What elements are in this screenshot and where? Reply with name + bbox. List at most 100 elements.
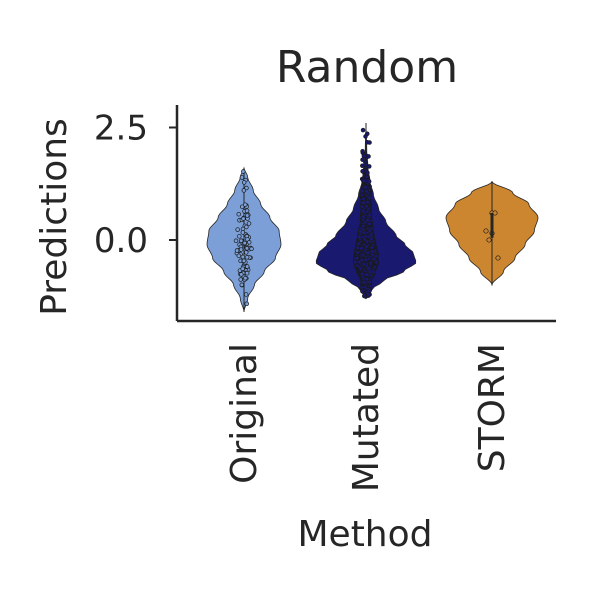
data-point: [352, 259, 358, 265]
data-point: [245, 213, 250, 218]
data-point: [483, 228, 489, 234]
data-point: [365, 131, 370, 137]
data-point: [354, 255, 360, 261]
data-point: [364, 244, 369, 249]
data-point: [241, 180, 247, 185]
data-point: [359, 271, 365, 277]
data-point: [243, 292, 249, 297]
data-point: [359, 257, 365, 263]
data-point: [238, 247, 244, 252]
data-point: [367, 288, 372, 293]
data-point: [244, 301, 250, 307]
y-ticks: 0.0 2.5: [94, 109, 177, 261]
data-point: [240, 230, 246, 235]
data-point: [358, 266, 363, 271]
x-tick-label: Mutated: [346, 343, 387, 492]
data-point: [360, 127, 366, 133]
data-point: [372, 264, 377, 270]
data-point: [243, 250, 249, 255]
data-point: [367, 228, 372, 233]
data-point: [244, 208, 250, 213]
data-point: [359, 246, 364, 251]
data-point: [363, 185, 368, 190]
data-point: [234, 248, 240, 253]
data-point: [240, 254, 246, 260]
data-point: [239, 175, 245, 180]
data-point: [365, 170, 370, 176]
data-point: [241, 169, 246, 174]
data-point: [359, 204, 365, 210]
data-point: [233, 238, 239, 244]
data-point: [364, 174, 370, 180]
data-point: [240, 266, 245, 271]
data-point: [244, 270, 250, 276]
y-tick-label: 0.0: [94, 221, 148, 261]
data-point: [238, 238, 244, 244]
chart-title: Random: [276, 42, 458, 93]
data-point: [371, 256, 377, 262]
data-point: [368, 261, 373, 266]
data-point: [360, 188, 365, 194]
data-point: [246, 240, 252, 245]
data-point: [239, 282, 245, 288]
data-point: [235, 227, 240, 232]
x-tick-label: Original: [224, 343, 265, 484]
violin-group: [206, 122, 539, 313]
data-point: [244, 246, 250, 251]
data-point: [242, 240, 247, 246]
data-point: [364, 272, 370, 277]
data-point: [364, 276, 370, 282]
data-point: [361, 178, 366, 183]
data-point: [249, 246, 254, 252]
data-point: [360, 289, 365, 294]
data-point: [241, 216, 246, 221]
axes: [175, 105, 556, 323]
data-point: [361, 214, 366, 219]
data-point: [362, 293, 367, 299]
data-point: [365, 292, 371, 297]
data-point: [370, 249, 375, 254]
data-point: [367, 195, 373, 201]
data-point: [237, 234, 242, 239]
x-tick-label: STORM: [472, 343, 513, 472]
data-point: [365, 217, 370, 223]
data-point: [374, 260, 379, 265]
data-point: [236, 211, 242, 217]
violin-storm: [445, 180, 539, 287]
data-point: [244, 255, 250, 260]
data-point: [355, 250, 360, 255]
x-axis-label: Method: [297, 514, 432, 555]
data-point: [495, 255, 501, 261]
data-point: [360, 148, 365, 154]
data-point: [236, 253, 242, 259]
data-point: [365, 199, 370, 205]
data-point: [360, 227, 366, 232]
data-point: [365, 250, 371, 255]
data-point: [243, 275, 248, 281]
data-point: [365, 266, 371, 271]
data-point: [246, 221, 252, 226]
data-point: [361, 196, 366, 202]
data-point: [368, 233, 374, 238]
data-point: [360, 157, 365, 162]
x-ticks: Original Mutated STORM: [224, 343, 513, 492]
data-point: [361, 208, 366, 214]
data-point: [366, 179, 372, 184]
data-point: [367, 212, 373, 218]
data-point: [367, 221, 372, 227]
data-point: [361, 279, 367, 285]
data-point: [366, 154, 371, 159]
data-point: [241, 258, 247, 264]
violin-mutated: [315, 122, 417, 300]
data-point: [238, 277, 243, 282]
data-point: [239, 204, 245, 209]
data-point: [356, 241, 361, 247]
data-point: [367, 279, 373, 285]
data-point: [363, 257, 369, 263]
data-point: [364, 189, 369, 194]
data-point: [244, 224, 249, 230]
data-point: [239, 272, 244, 277]
data-point: [357, 234, 362, 240]
data-point: [363, 162, 369, 168]
